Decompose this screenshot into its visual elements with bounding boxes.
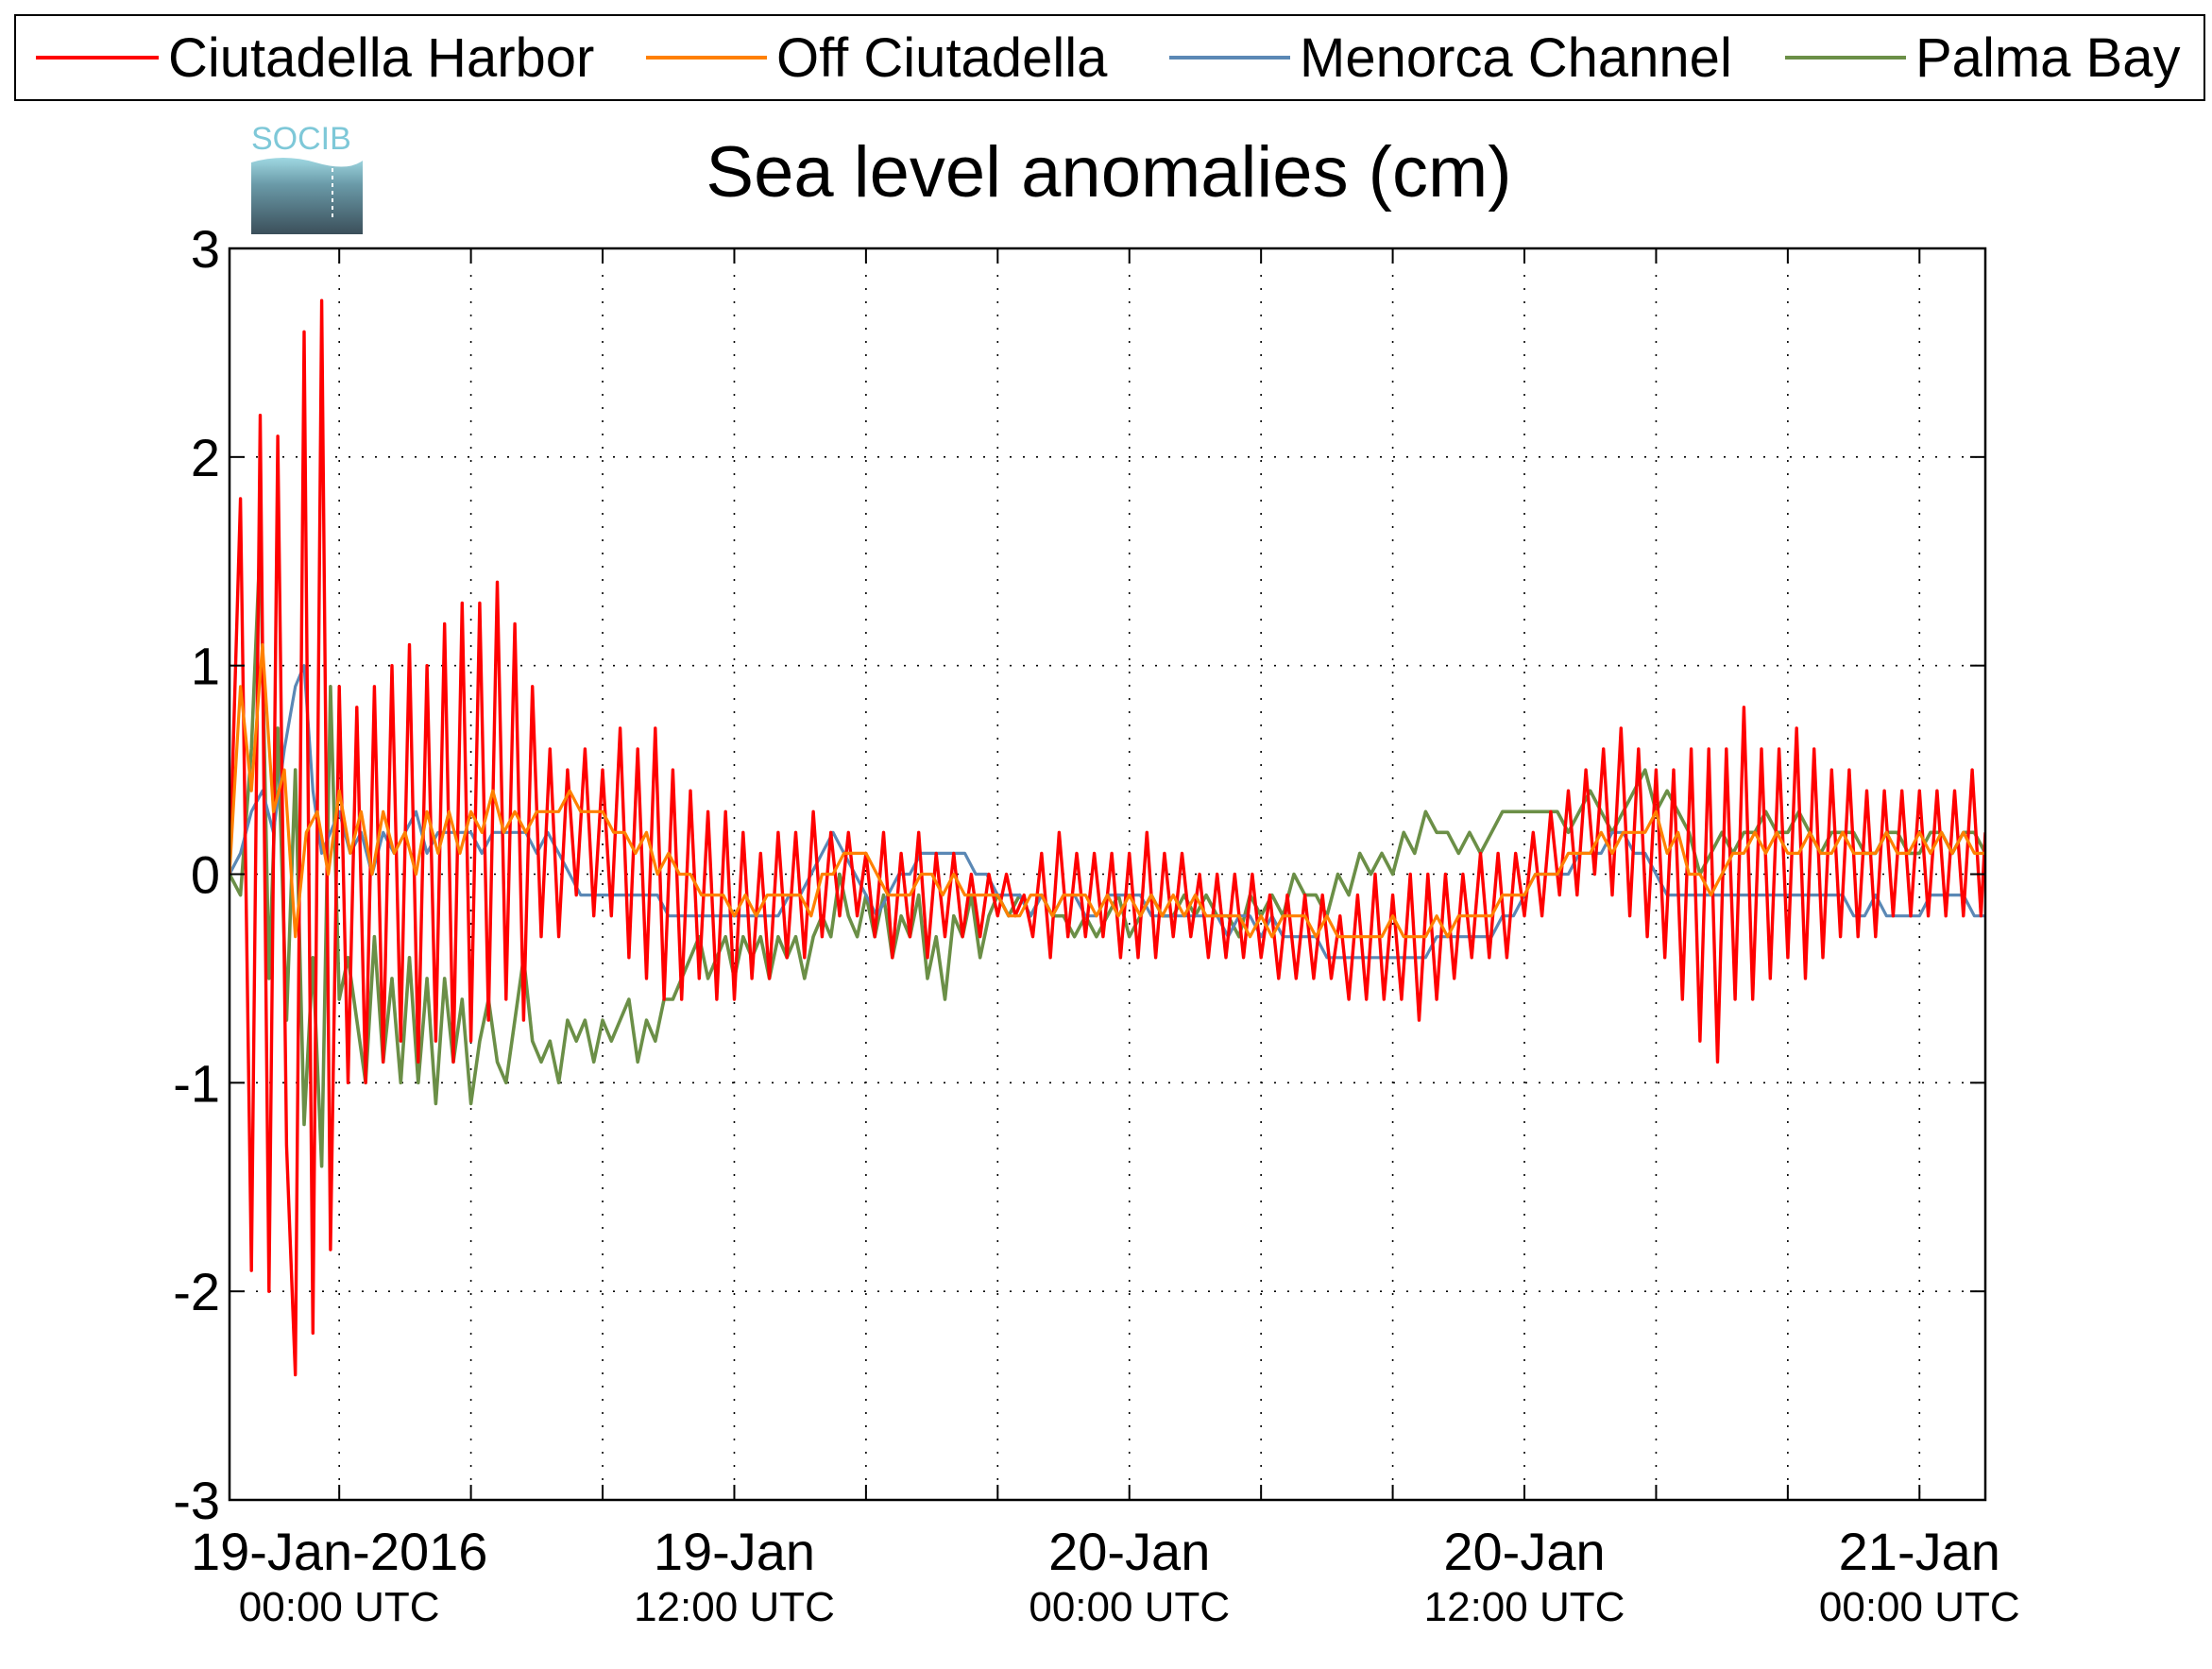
x-tick-label-time: 00:00 UTC <box>1029 1584 1230 1630</box>
x-tick-label-date: 21-Jan <box>1839 1522 2000 1581</box>
legend-label-off-ciutadella: Off Ciutadella <box>776 27 1108 89</box>
x-tick-label-date: 19-Jan-2016 <box>191 1522 487 1581</box>
x-tick-label-time: 00:00 UTC <box>239 1584 440 1630</box>
socib-logo-wave <box>251 158 363 234</box>
y-tick-label: -2 <box>173 1262 220 1321</box>
series-line-off-ciutadella <box>230 643 1985 939</box>
legend: Ciutadella Harbor Off Ciutadella Menorca… <box>14 14 2205 101</box>
x-tick-label-time: 00:00 UTC <box>1819 1584 2020 1630</box>
x-tick-label-time: 12:00 UTC <box>634 1584 835 1630</box>
x-tick-label-date: 20-Jan <box>1443 1522 1605 1581</box>
chart-title: Sea level anomalies (cm) <box>706 132 1511 213</box>
legend-label-palma-bay: Palma Bay <box>1915 27 2180 89</box>
series-layer <box>230 298 1985 1377</box>
grid <box>230 248 1985 1500</box>
y-tick-label: 2 <box>191 428 220 487</box>
x-tick-label-date: 20-Jan <box>1048 1522 1210 1581</box>
y-tick-label: -3 <box>173 1471 220 1530</box>
y-tick-label: -1 <box>173 1053 220 1113</box>
legend-label-ciutadella-harbor: Ciutadella Harbor <box>168 27 594 89</box>
x-tick-label-date: 19-Jan <box>654 1522 815 1581</box>
socib-logo: SOCIB <box>251 121 363 234</box>
y-tick-label: 0 <box>191 845 220 905</box>
series-line-ciutadella-harbor <box>230 298 1985 1377</box>
y-tick-label: 1 <box>191 637 220 696</box>
x-tick-label-time: 12:00 UTC <box>1424 1584 1625 1630</box>
legend-label-menorca-channel: Menorca Channel <box>1300 27 1732 89</box>
socib-logo-text: SOCIB <box>251 121 351 157</box>
y-tick-label: 3 <box>191 219 220 279</box>
